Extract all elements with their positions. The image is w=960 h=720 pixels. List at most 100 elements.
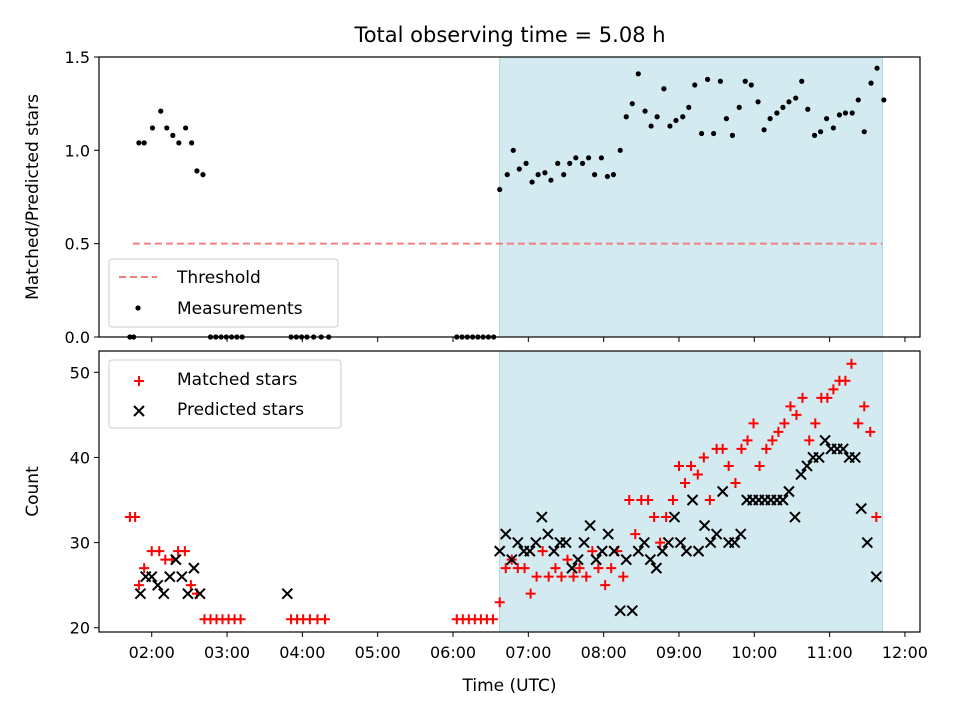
data-point [661, 512, 672, 523]
data-point [785, 401, 796, 412]
data-point [630, 529, 641, 540]
data-point [836, 112, 843, 118]
data-point [680, 545, 693, 557]
data-point [182, 587, 194, 600]
data-point [158, 108, 164, 114]
data-point [761, 127, 767, 133]
data-point [861, 536, 873, 549]
data-point [679, 477, 690, 488]
data-point [650, 562, 663, 574]
data-point [200, 172, 206, 178]
data-point [780, 104, 786, 110]
data-point [819, 434, 831, 447]
data-point [170, 553, 182, 566]
top-panel: 0.0 0.5 1.0 1.5 Matched/Predicted stars Thres… [23, 48, 921, 347]
data-point [188, 562, 200, 574]
data-point [176, 140, 182, 146]
data-point [761, 443, 772, 454]
data-point [604, 173, 611, 180]
data-point [667, 123, 673, 129]
data-point [773, 426, 784, 437]
data-point [698, 519, 711, 532]
legend-box [108, 258, 339, 328]
data-point [680, 114, 686, 120]
data-point [152, 579, 164, 591]
data-point [561, 172, 567, 178]
data-point [593, 563, 604, 574]
data-point [824, 116, 830, 122]
data-point [710, 528, 723, 540]
data-point [661, 86, 667, 92]
x-tick-label: 08:00 [581, 643, 627, 662]
observing-window-shade [499, 56, 883, 338]
data-point [865, 426, 876, 437]
data-point [840, 375, 851, 386]
data-point [686, 494, 699, 506]
data-point [871, 512, 882, 523]
legend-label: Measurements [177, 299, 303, 319]
data-point [281, 587, 294, 600]
data-point [786, 99, 792, 105]
data-point [535, 172, 541, 178]
data-point [789, 511, 801, 523]
y-axis-label: Matched/Predicted stars [23, 94, 43, 300]
data-point [500, 528, 512, 540]
x-tick-label: 04:00 [279, 643, 325, 662]
data-point [512, 536, 524, 549]
legend-box [108, 359, 342, 429]
data-point [185, 580, 196, 591]
data-point [494, 545, 506, 557]
data-point [519, 563, 530, 574]
data-point [158, 587, 170, 600]
data-point [572, 553, 584, 566]
data-point [550, 563, 561, 574]
data-point [574, 563, 585, 574]
data-point [783, 485, 795, 498]
data-point [638, 536, 651, 549]
data-point [567, 160, 573, 166]
data-point [704, 76, 711, 82]
data-point [791, 409, 802, 420]
data-point [590, 553, 602, 566]
data-point [801, 460, 813, 472]
data-point [859, 401, 870, 412]
data-point [667, 495, 678, 506]
data-point [822, 392, 833, 403]
x-tick-label: 12:00 [882, 643, 928, 662]
data-point [585, 155, 592, 161]
chart-title: Total observing time = 5.08 h [353, 23, 665, 47]
data-point [704, 536, 717, 549]
data-point [525, 588, 536, 599]
y-axis-label: Count [23, 466, 43, 517]
data-point [500, 563, 511, 574]
data-point [742, 435, 753, 446]
observing-window-shade [499, 350, 883, 633]
data-point [723, 116, 730, 122]
data-point [673, 460, 684, 471]
data-point [767, 116, 773, 122]
data-point [729, 132, 736, 138]
data-point [855, 502, 867, 515]
data-point [723, 460, 734, 471]
data-point [644, 553, 657, 566]
data-point [581, 571, 592, 582]
data-point [795, 468, 807, 481]
data-point [673, 117, 679, 124]
data-point [548, 545, 560, 557]
x-tick-label: 09:00 [656, 643, 702, 662]
data-point [542, 170, 548, 176]
data-point [487, 614, 498, 625]
data-point [618, 571, 629, 582]
data-point [853, 418, 864, 429]
data-point [235, 614, 246, 625]
data-point [542, 528, 554, 540]
data-point [668, 511, 681, 523]
data-point [704, 495, 715, 506]
data-point [686, 460, 697, 471]
data-point [524, 545, 536, 557]
axes-frame [98, 350, 921, 633]
data-point [717, 78, 723, 84]
legend-measurements-swatch [135, 305, 141, 311]
data-point [194, 168, 200, 174]
data-point [748, 82, 754, 88]
